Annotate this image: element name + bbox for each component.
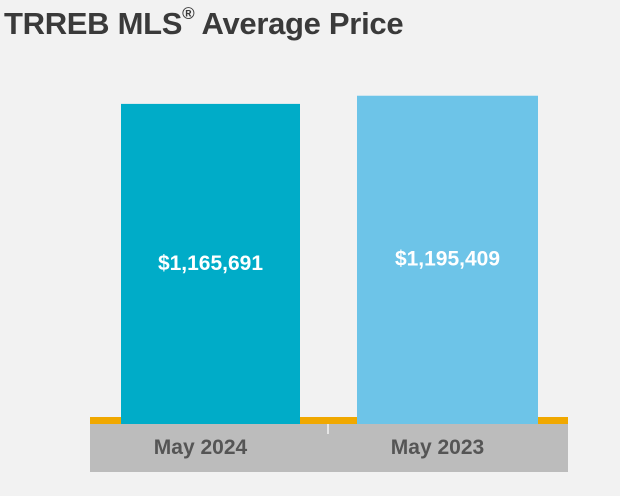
category-label-0: May 2024 bbox=[154, 436, 248, 459]
chart-title: TRREB MLS® Average Price bbox=[4, 3, 404, 42]
registered-mark: ® bbox=[182, 3, 195, 23]
category-label-1: May 2023 bbox=[391, 436, 484, 459]
bar-1 bbox=[357, 95, 538, 425]
title-rest: Average Price bbox=[194, 6, 404, 41]
bar-value-label-1: $1,195,409 bbox=[395, 248, 500, 271]
title-main: TRREB MLS bbox=[4, 6, 183, 41]
baseline bbox=[90, 417, 568, 424]
bar-value-label-0: $1,165,691 bbox=[158, 252, 263, 275]
bar-0 bbox=[121, 103, 300, 424]
